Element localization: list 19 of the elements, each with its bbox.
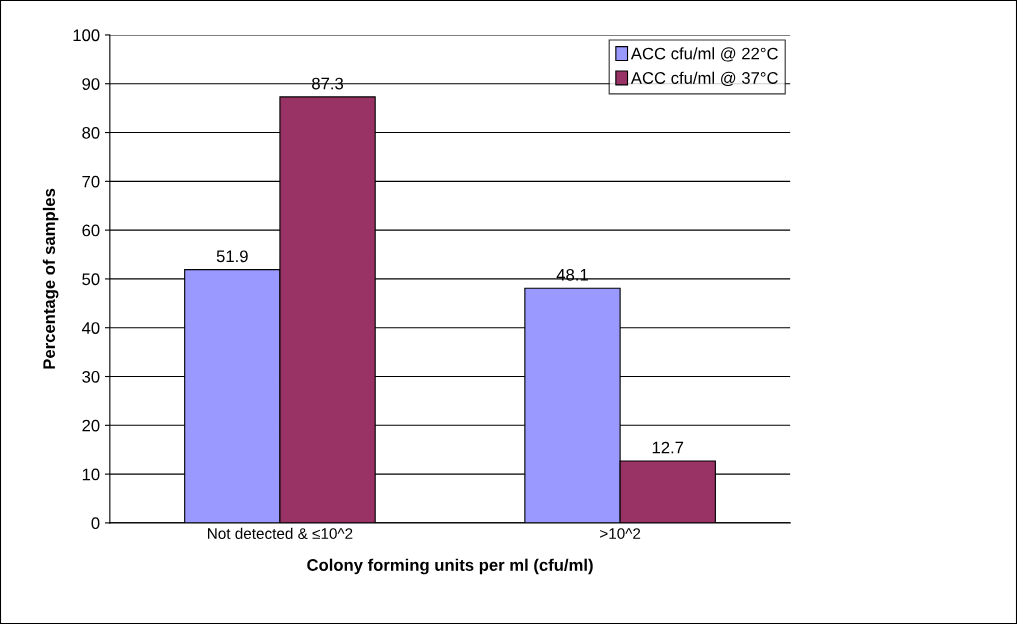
y-tick-label: 80 (82, 126, 100, 139)
y-tick-label: 50 (82, 273, 100, 286)
data-label: 51.9 (216, 250, 248, 263)
y-tick-label: 90 (82, 78, 100, 90)
y-tick-label: 100 (73, 29, 100, 42)
y-tick-label: 70 (82, 175, 100, 188)
y-tick-label: 30 (82, 370, 100, 383)
y-tick-label: 0 (91, 517, 100, 530)
legend-label: ACC cfu/ml @ 22°C (630, 47, 778, 62)
data-label: 12.7 (652, 441, 684, 454)
x-tick-label: >10^2 (600, 528, 641, 539)
x-axis-title: Colony forming units per ml (cfu/ml) (307, 558, 593, 575)
y-tick-label: 20 (82, 419, 100, 432)
legend-label: ACC cfu/ml @ 37°C (630, 71, 778, 87)
x-tick-label: Not detected & ≤10^2 (208, 527, 353, 539)
y-axis-title: Percentage of samples (42, 188, 59, 369)
y-tick-label: 60 (82, 224, 100, 237)
y-tick-label: 40 (81, 322, 100, 334)
y-tick-label: 10 (82, 468, 100, 481)
